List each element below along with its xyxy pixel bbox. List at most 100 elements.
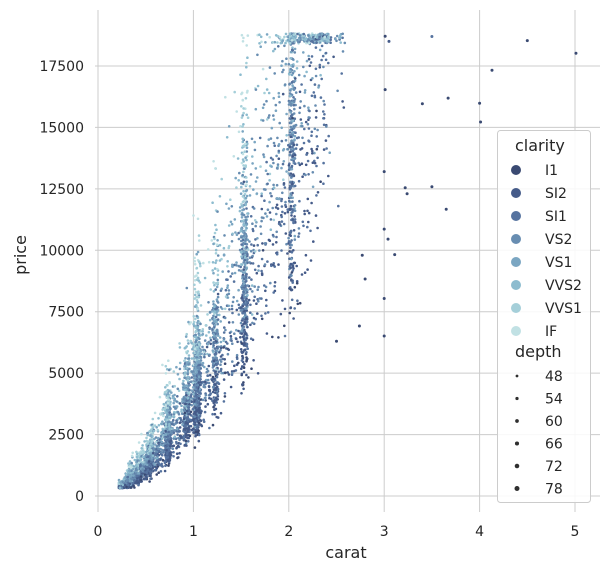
data-point [281,192,284,195]
data-point [308,212,311,215]
data-point [245,180,248,183]
data-point [310,134,313,137]
data-point [263,103,266,106]
data-point [282,163,285,166]
data-point [291,117,294,120]
data-point [204,277,207,280]
data-point [277,336,280,339]
data-point [205,371,208,374]
data-point [208,327,211,330]
data-point [246,284,249,287]
data-point [204,405,207,408]
data-point [178,452,181,455]
data-point [253,207,256,210]
data-point [241,220,244,223]
data-point [215,252,218,255]
data-point [327,33,330,36]
data-point [232,296,235,299]
data-point [146,471,149,474]
data-point [262,249,265,252]
data-point [155,460,158,463]
data-point [215,249,218,252]
data-point [234,218,237,221]
data-point [160,435,163,438]
data-point [186,373,189,376]
data-point [245,176,248,179]
data-point [220,412,223,415]
data-point [255,180,258,183]
data-point [178,430,181,433]
data-point [214,353,217,356]
data-point [142,461,145,464]
data-point [298,112,301,115]
data-point [260,270,263,273]
data-point [235,261,238,264]
data-point [141,468,144,471]
data-point [243,181,246,184]
data-point [292,222,295,225]
data-point [323,103,326,106]
data-point [175,441,178,444]
data-point [310,259,313,262]
data-point [147,455,150,458]
data-point [180,404,183,407]
data-point [245,197,248,200]
data-point [219,336,222,339]
data-point [305,254,308,257]
data-point [272,184,275,187]
data-point [220,341,223,344]
data-point [246,243,249,246]
data-point [179,368,182,371]
data-point [246,212,249,215]
data-point [193,321,196,324]
data-point [212,243,215,246]
data-point [227,305,230,308]
data-point [173,385,176,388]
data-point [277,263,280,266]
data-point [319,74,322,77]
data-point [312,240,315,243]
data-point [289,92,292,95]
data-point [205,334,208,337]
data-point [245,183,248,186]
data-point [241,92,244,95]
data-point [303,75,306,78]
data-point [189,435,192,438]
data-point [162,415,165,418]
data-point [329,39,332,42]
data-point [186,431,189,434]
data-point [301,125,304,128]
data-point [290,239,293,242]
data-point [208,382,211,385]
data-point [294,162,297,165]
data-point [167,402,170,405]
data-point [246,294,249,297]
data-point [227,353,230,356]
data-point [261,318,264,321]
data-point [187,440,190,443]
data-point [293,88,296,91]
data-point [285,134,288,137]
data-point [251,222,254,225]
data-point [307,123,310,126]
data-point [185,333,188,336]
data-point [216,298,219,301]
data-point [219,320,222,323]
data-point [294,286,297,289]
data-point [294,185,297,188]
data-point [301,273,304,276]
data-point [321,33,324,36]
data-point [238,304,241,307]
data-point [247,376,250,379]
data-point [277,207,280,210]
data-point [168,382,171,385]
data-point [264,263,267,266]
data-point [204,411,207,414]
data-point [283,223,286,226]
data-point [220,360,223,363]
data-point [211,201,214,204]
data-point [250,337,253,340]
data-point [285,170,288,173]
data-point [184,412,187,415]
data-point [132,468,135,471]
